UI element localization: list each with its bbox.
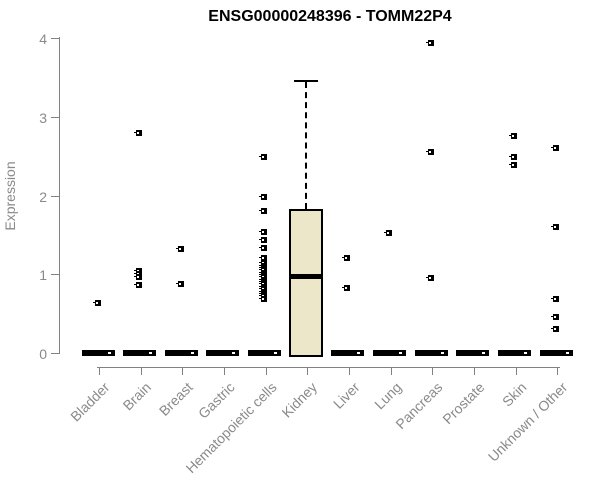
x-tick <box>141 367 142 375</box>
y-tick <box>51 196 59 197</box>
zero-bar-hematopoietic-cells <box>248 350 281 356</box>
x-tick <box>307 367 308 375</box>
outlier-point-hematopoietic-cells <box>259 245 267 251</box>
y-axis-line <box>59 37 60 354</box>
y-tick <box>51 38 59 39</box>
x-tick <box>349 367 350 375</box>
box-median-kidney <box>291 274 321 279</box>
outlier-point-brain <box>134 130 142 136</box>
zero-bar-unknown-other <box>540 350 573 356</box>
outlier-point-hematopoietic-cells <box>259 237 267 243</box>
outlier-point-unknown-other <box>551 326 559 332</box>
x-tick <box>99 367 100 375</box>
whisker-kidney <box>305 82 307 209</box>
zero-bar-breast <box>165 350 198 356</box>
x-tick <box>516 367 517 375</box>
outlier-point-bladder <box>93 300 101 306</box>
x-tick <box>474 367 475 375</box>
y-tick <box>51 274 59 275</box>
x-tick-label-skin: Skin <box>498 379 530 410</box>
outlier-point-hematopoietic-cells <box>259 194 267 200</box>
zero-bar-bladder <box>82 350 115 356</box>
outlier-point-breast <box>176 281 184 287</box>
zero-bar-brain <box>123 350 156 356</box>
outlier-point-pancreas <box>426 40 434 46</box>
whisker-cap-kidney <box>294 80 318 82</box>
y-tick-label: 1 <box>39 267 47 283</box>
y-tick-label: 0 <box>39 346 47 362</box>
y-tick-label: 2 <box>39 189 47 205</box>
outlier-point-hematopoietic-cells <box>259 208 267 214</box>
x-tick <box>432 367 433 375</box>
x-tick-label-liver: Liver <box>329 379 363 412</box>
zero-bar-skin <box>498 350 531 356</box>
y-tick <box>51 117 59 118</box>
outlier-point-hematopoietic-cells <box>259 154 267 160</box>
outlier-point-unknown-other <box>551 145 559 151</box>
x-tick-label-bladder: Bladder <box>66 379 113 425</box>
outlier-point-skin <box>509 162 517 168</box>
outlier-point-brain <box>134 282 142 288</box>
x-tick <box>391 367 392 375</box>
x-tick-label-breast: Breast <box>155 379 196 419</box>
x-tick-label-prostate: Prostate <box>439 379 488 428</box>
outlier-point-unknown-other <box>551 296 559 302</box>
outlier-point-brain <box>134 274 142 280</box>
outlier-point-unknown-other <box>551 224 559 230</box>
outlier-point-liver <box>342 285 350 291</box>
x-tick-label-lung: Lung <box>370 379 405 413</box>
outlier-point-liver <box>342 255 350 261</box>
outlier-point-pancreas <box>426 275 434 281</box>
x-tick <box>224 367 225 375</box>
x-tick-label-brain: Brain <box>119 379 155 414</box>
outlier-point-skin <box>509 154 517 160</box>
outlier-point-hematopoietic-cells <box>259 296 267 302</box>
zero-bar-gastric <box>206 350 239 356</box>
zero-bar-prostate <box>456 350 489 356</box>
y-tick-label: 4 <box>39 31 47 47</box>
outlier-point-pancreas <box>426 149 434 155</box>
outlier-point-breast <box>176 246 184 252</box>
x-tick <box>182 367 183 375</box>
outlier-point-hematopoietic-cells <box>259 255 267 261</box>
outlier-point-skin <box>509 133 517 139</box>
outlier-point-hematopoietic-cells <box>259 229 267 235</box>
zero-bar-liver <box>331 350 364 356</box>
zero-bar-lung <box>373 350 406 356</box>
x-tick-label-kidney: Kidney <box>278 379 321 421</box>
y-tick-label: 3 <box>39 110 47 126</box>
outlier-point-unknown-other <box>551 314 559 320</box>
zero-bar-pancreas <box>415 350 448 356</box>
box-kidney <box>289 209 323 357</box>
x-tick <box>557 367 558 375</box>
x-tick <box>266 367 267 375</box>
chart-title: ENSG00000248396 - TOMM22P4 <box>208 8 452 25</box>
y-tick <box>51 353 59 354</box>
x-axis-line <box>97 367 560 368</box>
outlier-point-lung <box>384 230 392 236</box>
